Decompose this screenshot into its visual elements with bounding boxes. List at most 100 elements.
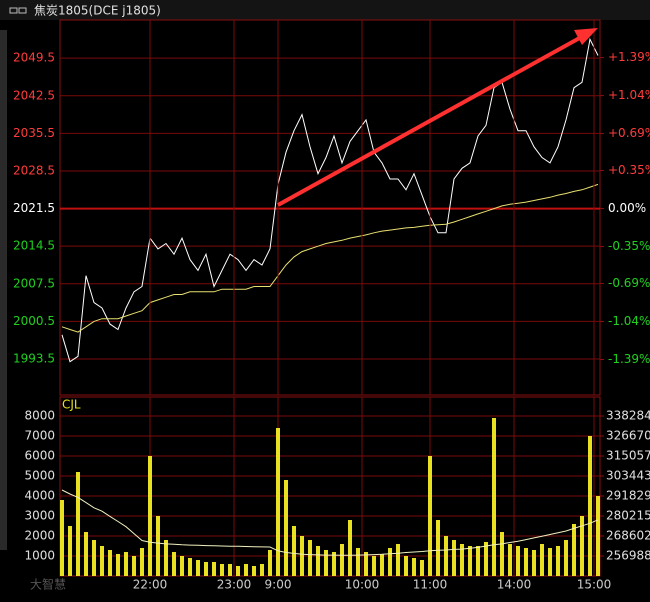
volume-bar (356, 548, 360, 576)
volume-bar (420, 560, 424, 576)
y2-tick-label: 315057 (606, 448, 650, 462)
volume-bar (452, 540, 456, 576)
volume-bar (268, 550, 272, 576)
volume-bar (100, 546, 104, 576)
panel-title: CJL (62, 398, 81, 412)
volume-bar (396, 544, 400, 576)
volume-bar (92, 540, 96, 576)
volume-bar (460, 544, 464, 576)
volume-bar (260, 564, 264, 576)
volume-bar (412, 558, 416, 576)
y-tick-label: 2000 (24, 529, 55, 543)
y-tick-label: 8000 (24, 409, 55, 423)
y-tick-label: 2028.5 (13, 163, 55, 177)
volume-bar (132, 556, 136, 576)
y2-tick-label: -0.69% (608, 276, 650, 290)
open-interest-line (61, 489, 599, 556)
volume-bar (60, 500, 64, 576)
volume-bar (300, 536, 304, 576)
y-tick-label: 1000 (24, 549, 55, 563)
panel-frame (59, 19, 601, 396)
y-tick-label: 2035.5 (13, 126, 55, 140)
volume-bar (68, 526, 72, 576)
y2-tick-label: 280215 (606, 509, 650, 523)
volume-bar (340, 544, 344, 576)
volume-bar (484, 542, 488, 576)
volume-bar (572, 524, 576, 576)
y2-tick-label: +1.39% (608, 50, 650, 64)
y2-tick-label: 0.00% (608, 201, 646, 215)
volume-bar (516, 546, 520, 576)
y2-tick-label: -0.35% (608, 239, 650, 253)
volume-bar (316, 546, 320, 576)
volume-bar (524, 548, 528, 576)
y2-tick-label: 268602 (606, 528, 650, 542)
volume-bar (140, 548, 144, 576)
y2-tick-label: +1.04% (608, 88, 650, 102)
x-tick-label: 9:00 (265, 578, 292, 592)
volume-bar (388, 548, 392, 576)
volume-bar (372, 556, 376, 576)
volume-bar (332, 552, 336, 576)
y-tick-label: 7000 (24, 429, 55, 443)
trend-arrow-head (574, 28, 598, 45)
y-tick-label: 3000 (24, 509, 55, 523)
volume-bar (476, 546, 480, 576)
volume-bar (532, 550, 536, 576)
volume-bar (500, 532, 504, 576)
y-tick-label: 2021.5 (13, 201, 55, 215)
volume-bar (308, 540, 312, 576)
volume-bar (348, 520, 352, 576)
y2-tick-label: 291829 (606, 488, 650, 502)
watermark: 大智慧 (30, 577, 66, 592)
y2-tick-label: +0.69% (608, 126, 650, 140)
title-bar (0, 0, 650, 20)
volume-bar (228, 564, 232, 576)
volume-bar (108, 550, 112, 576)
volume-bar (84, 532, 88, 576)
x-tick-label: 15:00 (577, 578, 612, 592)
volume-bar (124, 552, 128, 576)
volume-bar (220, 564, 224, 576)
volume-bar (76, 472, 80, 576)
volume-bar (468, 546, 472, 576)
y-tick-label: 2042.5 (13, 88, 55, 102)
volume-bar (444, 536, 448, 576)
x-tick-label: 11:00 (413, 578, 448, 592)
y-tick-label: 2049.5 (13, 51, 55, 65)
volume-bar (276, 428, 280, 576)
y-tick-label: 1993.5 (13, 352, 55, 366)
volume-bar (508, 544, 512, 576)
y-tick-label: 2000.5 (13, 314, 55, 328)
x-tick-label: 23:00 (217, 578, 252, 592)
y2-tick-label: -1.04% (608, 314, 650, 328)
x-tick-label: 10:00 (345, 578, 380, 592)
icon (18, 7, 27, 14)
volume-bar (404, 556, 408, 576)
volume-bar (588, 436, 592, 576)
volume-bar (492, 418, 496, 576)
volume-bar (364, 552, 368, 576)
price-line (61, 37, 599, 363)
volume-bar (436, 520, 440, 576)
panel-frame (59, 396, 601, 577)
volume-bar (292, 526, 296, 576)
y-tick-label: 6000 (24, 449, 55, 463)
volume-bar (172, 552, 176, 576)
y2-tick-label: -1.39% (608, 352, 650, 366)
y-tick-label: 2007.5 (13, 276, 55, 290)
volume-bar (204, 562, 208, 576)
y2-tick-label: 338284 (606, 408, 650, 422)
chart-title: 焦炭1805(DCE j1805) (34, 4, 161, 18)
volume-bar (564, 540, 568, 576)
trend-arrow (277, 33, 586, 207)
volume-bar (116, 554, 120, 576)
volume-bar (556, 546, 560, 576)
volume-bar (428, 456, 432, 576)
volume-bar (212, 562, 216, 576)
volume-bar (380, 554, 384, 576)
side-tabs (0, 30, 7, 550)
volume-bar (540, 544, 544, 576)
